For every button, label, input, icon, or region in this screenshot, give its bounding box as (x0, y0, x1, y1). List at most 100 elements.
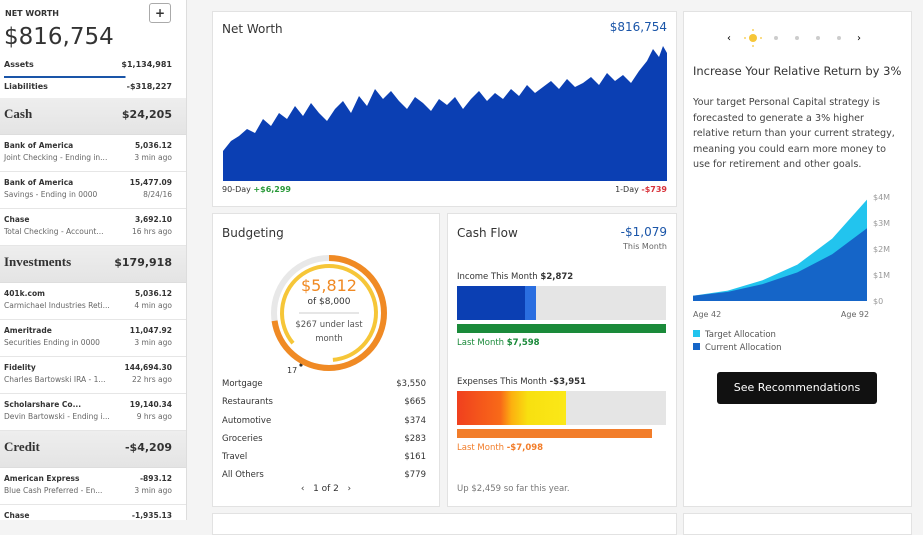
nav-dots (774, 36, 841, 40)
last-month-bar (457, 324, 666, 333)
account-name: Chase (4, 511, 30, 520)
account-balance: 144,694.30 (124, 363, 172, 372)
category-row: Mortgage $3,550 (222, 379, 426, 397)
category-name: Automotive (222, 415, 272, 426)
category-row: All Others $779 (222, 470, 426, 488)
account-row[interactable]: Ameritrade Securities Ending in 0000 11,04… (0, 320, 186, 357)
account-row[interactable]: Chase Total Checking - Account... 3,692.10… (0, 209, 186, 246)
summary-value: $1,134,981 (121, 60, 172, 69)
rec-body: Your target Personal Capital strategy is… (693, 97, 895, 170)
account-balance: 3,692.10 (134, 215, 172, 224)
account-updated: 3 min ago (134, 486, 172, 495)
nav-prev[interactable]: ‹ (727, 33, 731, 44)
y-tick-label: $1M (873, 271, 890, 280)
y-tick-label: $4M (873, 193, 890, 202)
footer-right: 1-Day -$739 (615, 185, 667, 194)
group-name: Credit (4, 439, 40, 454)
sidebar: NET WORTH + $816,754 Assets $1,134,981 Lia… (0, 0, 187, 520)
summary-value: -$318,227 (126, 82, 172, 91)
recommendations-button[interactable]: See Recommendations (717, 372, 877, 404)
budget-arc (271, 255, 387, 371)
account-row[interactable]: American Express Blue Cash Preferred - En… (0, 468, 186, 505)
account-row[interactable]: Fidelity Charles Bartowski IRA - 1... 144,… (0, 357, 186, 394)
pager: ‹ 1 of 2 › (300, 484, 352, 494)
net-value: -$1,079 (620, 225, 667, 239)
category-amount: $161 (404, 452, 426, 463)
account-balance: -1,935.13 (131, 511, 172, 520)
account-row[interactable]: Scholarshare Co... Devin Bartowski - Endi… (0, 394, 186, 431)
account-balance: 19,140.34 (129, 400, 172, 409)
sun-icon (749, 34, 757, 42)
group-header: Cash $24,205 (0, 98, 186, 135)
nav-next[interactable]: › (857, 33, 861, 44)
account-row[interactable]: Bank of America Joint Checking - Ending i… (0, 135, 186, 172)
panel-title: Net Worth (222, 22, 283, 36)
last-month-value: -$7,098 (506, 443, 544, 453)
account-updated: 16 hrs ago (131, 227, 172, 236)
legend-label: Target Allocation (704, 330, 776, 340)
last-month-bar (457, 429, 653, 438)
group-name: Cash (4, 106, 33, 121)
group-total: $179,918 (114, 256, 172, 269)
recommendation-panel: ‹ › Increase Your Relative Return by 3% … (683, 11, 912, 507)
y-tick-label: $3M (873, 219, 890, 228)
category-amount: $665 (404, 397, 426, 408)
y-tick-label: $0 (873, 297, 883, 306)
sidebar-title: NET WORTH (5, 9, 59, 18)
category-name: Restaurants (222, 397, 273, 408)
account-detail: Carmichael Industries Reti... (4, 301, 110, 310)
budget-total: of $8,000 (307, 297, 351, 307)
account-row[interactable]: Bank of America Savings - Ending in 0000 1… (0, 172, 186, 209)
account-name: Scholarshare Co... (4, 400, 82, 409)
account-balance: -893.12 (139, 474, 172, 483)
y-tick-label: $2M (873, 245, 890, 254)
summary-label: Liabilities (4, 82, 48, 91)
summary-row: Liabilities -$318,227 (4, 80, 172, 100)
net-worth-chart (223, 46, 667, 181)
account-row[interactable]: 401k.com Carmichael Industries Reti... 5,0… (0, 283, 186, 320)
account-groups: Cash $24,205 Bank of America Joint Checking… (0, 98, 186, 520)
last-month-text: Last Month (457, 338, 505, 348)
account-row[interactable]: Chase -1,935.13 (0, 505, 186, 520)
flow-label-text: Income This Month (457, 272, 538, 282)
summary: Assets $1,134,981 Liabilities -$318,227 (4, 58, 172, 102)
cash-flow-footer: Up $2,459 so far this year. (457, 484, 570, 494)
account-name: Chase (4, 215, 30, 224)
account-detail: Total Checking - Account... (4, 227, 104, 236)
account-updated: 4 min ago (134, 301, 172, 310)
category-list: Mortgage $3,550 Restaurants $665 Automotive $… (222, 379, 426, 489)
last-month-label: Last Month -$7,098 (457, 443, 543, 453)
account-updated: 8/24/16 (143, 190, 172, 199)
budget-spent: $5,812 (301, 276, 357, 295)
panel-title: Budgeting (222, 226, 284, 240)
account-updated: 22 hrs ago (131, 375, 172, 384)
account-name: 401k.com (4, 289, 45, 298)
legend-swatch (693, 330, 700, 337)
account-balance: 5,036.12 (134, 289, 172, 298)
flow-bar (457, 391, 566, 425)
carousel-nav: ‹ › (727, 29, 861, 47)
account-balance: 5,036.12 (134, 141, 172, 150)
account-detail: Devin Bartowski - Ending i... (4, 412, 110, 421)
net-worth-total: $816,754 (4, 24, 114, 50)
add-button[interactable]: + (149, 3, 171, 23)
category-row: Groceries $283 (222, 434, 426, 452)
footer-left: 90-Day +$6,299 (222, 185, 291, 194)
summary-row: Assets $1,134,981 (4, 58, 172, 78)
category-name: Groceries (222, 433, 263, 444)
account-detail: Blue Cash Preferred - En... (4, 486, 103, 495)
legend-swatch (693, 343, 700, 350)
flow-label: Income This Month $2,872 (457, 272, 573, 282)
net-worth-panel: Net Worth $816,754 90-Day +$6,299 1-Day … (212, 11, 677, 207)
legend-label: Current Allocation (705, 343, 782, 353)
area (693, 228, 867, 301)
flow-value: $2,872 (540, 272, 574, 282)
category-row: Restaurants $665 (222, 397, 426, 415)
panel-title: Cash Flow (457, 226, 518, 240)
last-month-text: Last Month (457, 443, 505, 453)
budget-note: $267 under last month (295, 320, 363, 344)
footer-value: -$739 (641, 185, 667, 194)
account-updated: 9 hrs ago (136, 412, 172, 421)
summary-label: Assets (4, 60, 34, 69)
